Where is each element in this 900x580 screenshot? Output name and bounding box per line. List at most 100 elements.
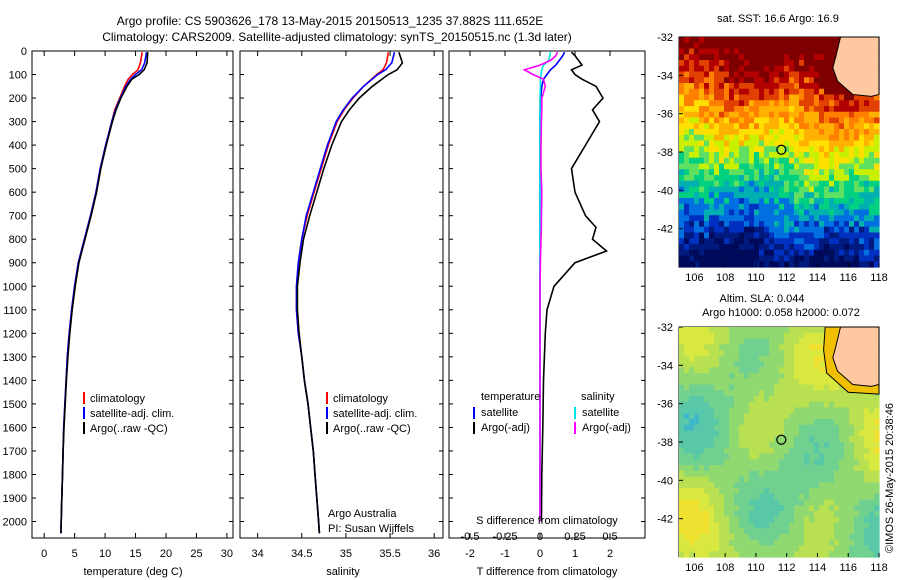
heatmap-cell — [709, 169, 715, 176]
heatmap-cell — [804, 407, 810, 414]
heatmap-cell — [724, 396, 730, 403]
heatmap-cell — [709, 83, 715, 90]
y-tick-label: 1700 — [3, 446, 27, 458]
heatmap-cell — [714, 146, 720, 153]
heatmap-cell — [809, 390, 815, 397]
heatmap-cell — [869, 215, 875, 222]
heatmap-cell — [864, 545, 870, 552]
heatmap-cell — [699, 226, 705, 234]
heatmap-cell — [849, 442, 855, 449]
heatmap-cell — [749, 94, 755, 101]
heatmap-cell — [744, 401, 750, 409]
heatmap-cell — [789, 209, 795, 216]
heatmap-cell — [714, 551, 720, 558]
heatmap-cell — [849, 396, 855, 403]
heatmap-cell — [724, 106, 730, 113]
heatmap-cell — [849, 430, 855, 437]
heatmap-cell — [794, 198, 800, 205]
heatmap-cell — [764, 522, 770, 529]
heatmap-cell — [824, 169, 830, 176]
heatmap-cell — [679, 355, 685, 363]
heatmap-cell — [704, 192, 710, 199]
heatmap-cell — [829, 505, 835, 512]
heatmap-cell — [804, 215, 810, 222]
heatmap-cell — [799, 413, 805, 420]
heatmap-cell — [754, 209, 760, 216]
heatmap-cell — [839, 100, 845, 107]
heatmap-cell — [824, 152, 830, 159]
heatmap-cell — [709, 436, 715, 443]
heatmap-cell — [779, 111, 785, 119]
heatmap-cell — [684, 152, 690, 159]
heatmap-cell — [754, 499, 760, 506]
heatmap-cell — [749, 169, 755, 176]
heatmap-cell — [819, 511, 825, 518]
heatmap-cell — [774, 249, 780, 257]
heatmap-cell — [744, 215, 750, 222]
heatmap-cell — [789, 140, 795, 147]
heatmap-cell — [729, 209, 735, 216]
heatmap-cell — [864, 186, 870, 193]
heatmap-cell — [719, 169, 725, 176]
heatmap-cell — [774, 401, 780, 409]
heatmap-cell — [844, 505, 850, 512]
heatmap-cell — [694, 465, 700, 472]
heatmap-cell — [769, 338, 775, 345]
heatmap-cell — [794, 522, 800, 529]
heatmap-cell — [779, 238, 785, 245]
heatmap-cell — [854, 100, 860, 107]
heatmap-cell — [839, 244, 845, 251]
heatmap-cell — [679, 378, 685, 386]
heatmap-cell — [854, 157, 860, 165]
heatmap-cell — [719, 442, 725, 449]
heatmap-cell — [789, 226, 795, 234]
heatmap-cell — [779, 361, 785, 368]
heatmap-cell — [794, 186, 800, 193]
heatmap-cell — [749, 545, 755, 552]
heatmap-cell — [709, 384, 715, 391]
heatmap-cell — [704, 209, 710, 216]
heatmap-cell — [759, 493, 765, 501]
heatmap-cell — [869, 396, 875, 403]
heatmap-cell — [734, 65, 740, 73]
heatmap-cell — [844, 244, 850, 251]
heatmap-cell — [759, 175, 765, 182]
heatmap-cell — [784, 94, 790, 101]
heatmap-cell — [774, 378, 780, 386]
heatmap-cell — [819, 244, 825, 251]
heatmap-cell — [729, 534, 735, 541]
heatmap-cell — [809, 407, 815, 414]
heatmap-cell — [714, 48, 720, 55]
heatmap-cell — [679, 470, 685, 478]
heatmap-cell — [724, 37, 730, 44]
heatmap-cell — [754, 244, 760, 251]
heatmap-cell — [824, 384, 830, 391]
heatmap-cell — [774, 54, 780, 61]
heatmap-cell — [799, 327, 805, 334]
heatmap-cell — [754, 390, 760, 397]
heatmap-cell — [684, 430, 690, 437]
heatmap-cell — [754, 424, 760, 432]
heatmap-cell — [854, 152, 860, 159]
heatmap-cell — [729, 83, 735, 90]
heatmap-cell — [854, 169, 860, 176]
heatmap-cell — [744, 338, 750, 345]
heatmap-cell — [819, 77, 825, 84]
heatmap-cell — [804, 396, 810, 403]
heatmap-cell — [749, 470, 755, 478]
heatmap-cell — [834, 470, 840, 478]
heatmap-cell — [679, 186, 685, 193]
heatmap-cell — [804, 499, 810, 506]
heatmap-cell — [814, 152, 820, 159]
heatmap-cell — [784, 373, 790, 380]
heatmap-cell — [834, 539, 840, 547]
heatmap-cell — [729, 48, 735, 55]
heatmap-cell — [799, 209, 805, 216]
heatmap-cell — [874, 447, 880, 455]
heatmap-cell — [714, 238, 720, 245]
heatmap-cell — [829, 140, 835, 147]
heatmap-cell — [749, 459, 755, 466]
heatmap-cell — [679, 65, 685, 73]
heatmap-cell — [859, 106, 865, 113]
heatmap-cell — [809, 465, 815, 472]
